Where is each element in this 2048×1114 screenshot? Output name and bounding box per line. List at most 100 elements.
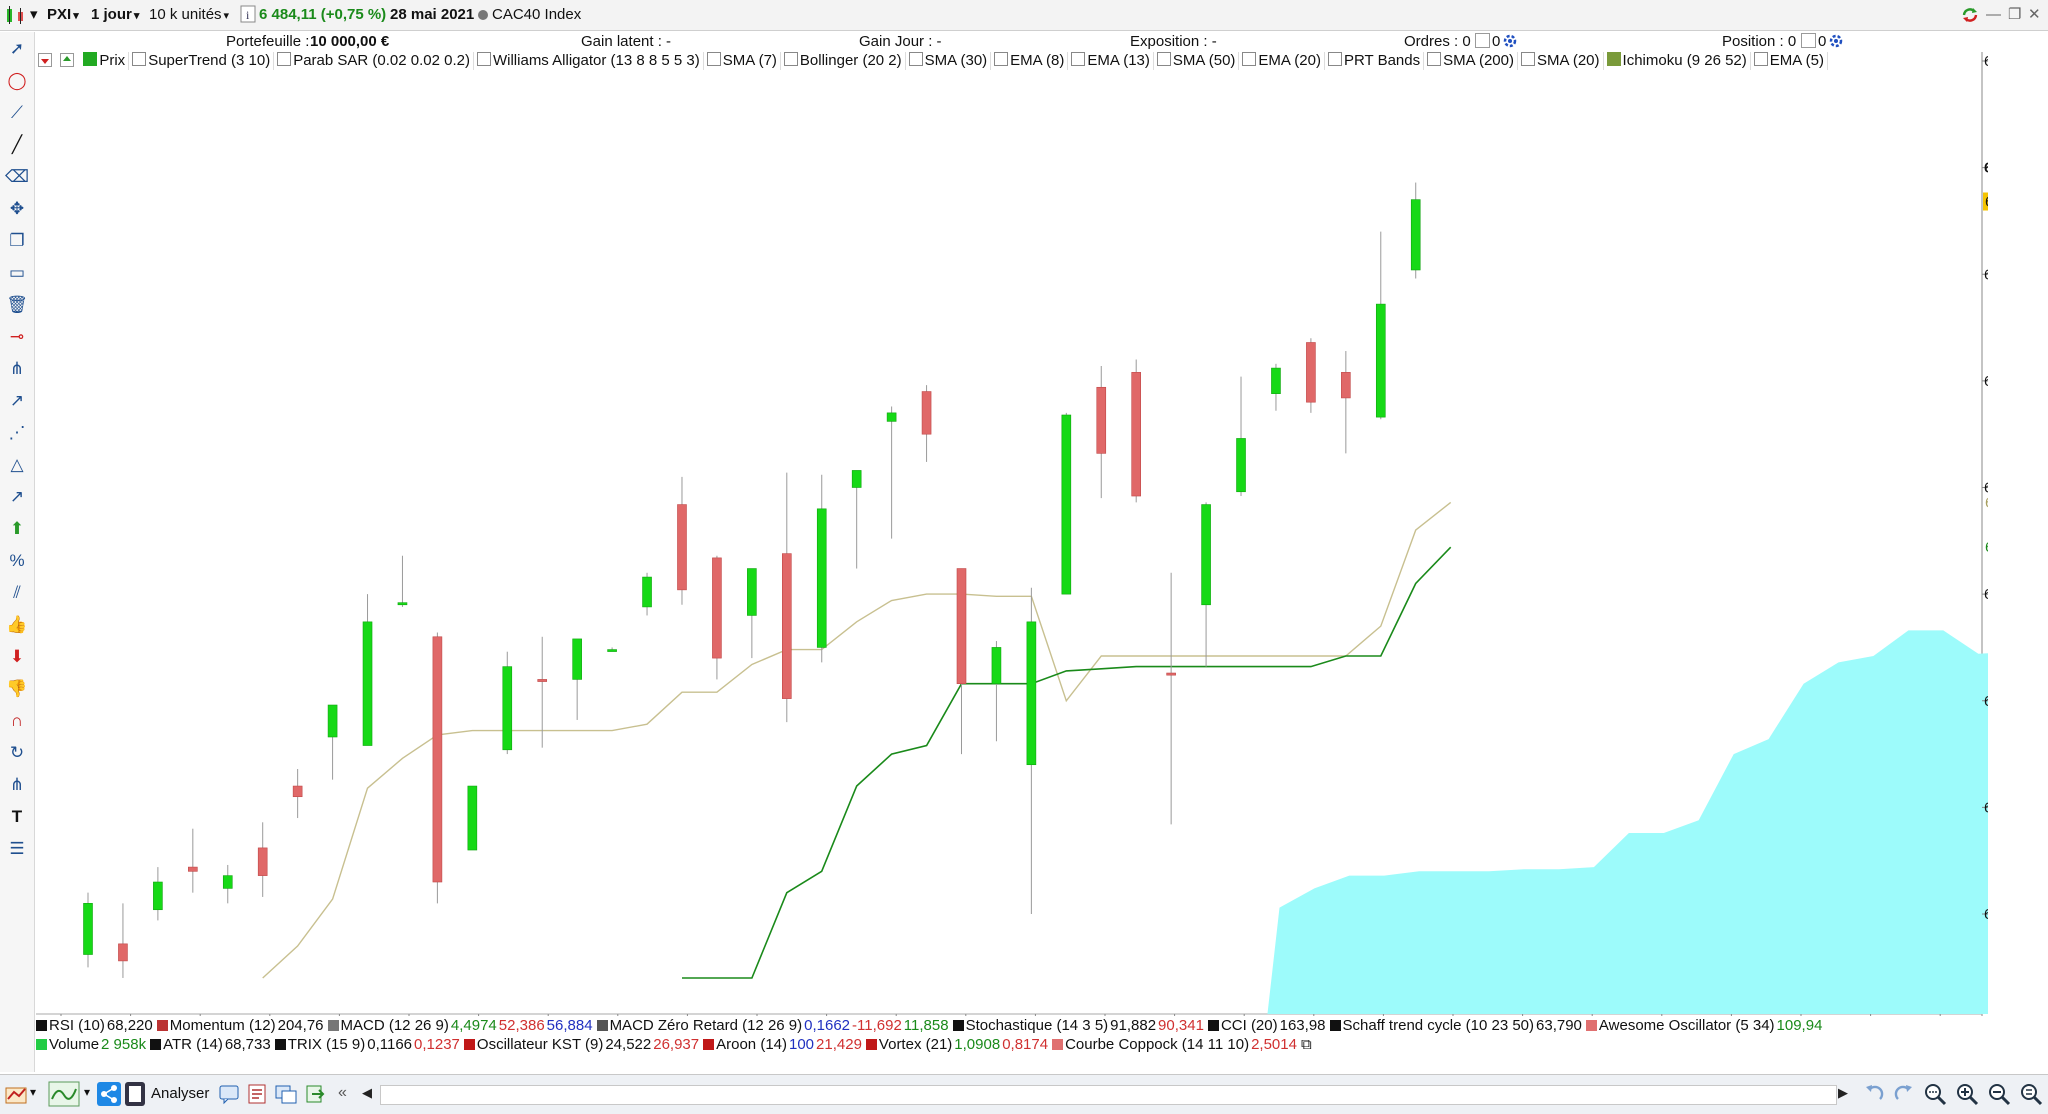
zoom-window-icon[interactable]: [1922, 1081, 1948, 1111]
oscillator-item[interactable]: Volume 2 958k: [36, 1036, 146, 1053]
oscillator-item[interactable]: Aroon (14) 100 21,429: [703, 1036, 862, 1053]
horizontal-scrollbar[interactable]: [380, 1085, 1837, 1105]
indicator-toggle[interactable]: SMA (20): [1518, 52, 1604, 70]
arrow-icon[interactable]: ↗: [9, 391, 25, 410]
fan-icon[interactable]: ⋰: [8, 423, 26, 442]
indicator-toggle[interactable]: EMA (8): [991, 52, 1069, 70]
oscillator-item[interactable]: TRIX (15 9) 0,1166 0,1237: [274, 1036, 460, 1053]
indicator-toggle[interactable]: Parab SAR (0.02 0.02 0.2): [274, 52, 474, 70]
candle-body[interactable]: [1166, 672, 1176, 676]
indicator-toggle[interactable]: Ichimoku (9 26 52): [1604, 52, 1751, 70]
ellipse-icon[interactable]: ◯: [7, 71, 27, 90]
orders-book-icon[interactable]: [246, 1083, 268, 1109]
refresh-icon[interactable]: [1960, 5, 1980, 25]
candle-body[interactable]: [327, 704, 338, 738]
zoom-out-icon[interactable]: [1986, 1081, 2012, 1111]
chart-type-icon[interactable]: [4, 4, 28, 24]
indicator-toggle[interactable]: EMA (13): [1068, 52, 1154, 70]
indicator-toggle[interactable]: SMA (50): [1154, 52, 1240, 70]
indicator-checkbox-icon[interactable]: [83, 52, 98, 66]
scroll-left-icon[interactable]: ◀: [362, 1085, 372, 1100]
undo-icon[interactable]: [1862, 1081, 1886, 1109]
candle-body[interactable]: [921, 391, 932, 435]
candle-body[interactable]: [502, 666, 513, 751]
oscillator-item[interactable]: MACD (12 26 9) 4,4974 52,386 56,884: [327, 1017, 593, 1034]
candle-body[interactable]: [851, 470, 862, 488]
eraser-icon[interactable]: ⌫: [5, 167, 30, 186]
oscillator-item[interactable]: Momentum (12) 204,76: [156, 1017, 324, 1034]
candle-body[interactable]: [432, 636, 443, 883]
chart-type-dropdown-icon[interactable]: ▾: [30, 6, 38, 23]
oscillator-item[interactable]: MACD Zéro Retard (12 26 9) 0,1662 -11,692 1…: [596, 1017, 949, 1034]
candle-body[interactable]: [222, 875, 233, 889]
indicator-checkbox-icon[interactable]: [1327, 52, 1342, 66]
indicator-toggle[interactable]: SMA (30): [906, 52, 992, 70]
candle-body[interactable]: [712, 557, 722, 659]
candle-body[interactable]: [886, 412, 897, 422]
oscillator-item[interactable]: Awesome Oscillator (5 34) 109,94: [1585, 1017, 1822, 1034]
indicator-toggle[interactable]: PRT Bands: [1325, 52, 1425, 70]
percent-icon[interactable]: %: [9, 551, 25, 570]
indicator-checkbox-icon[interactable]: [908, 52, 923, 66]
move-icon[interactable]: ✥: [9, 199, 25, 218]
analyser-label[interactable]: Analyser: [151, 1085, 210, 1102]
position-checkbox-icon[interactable]: [1798, 33, 1816, 50]
analyser-icon[interactable]: [124, 1081, 146, 1111]
candle-body[interactable]: [1201, 504, 1211, 606]
screener-dropdown-icon[interactable]: ▾: [30, 1085, 37, 1099]
candle-body[interactable]: [677, 504, 687, 591]
indicator-checkbox-icon[interactable]: [1753, 52, 1768, 66]
candle-body[interactable]: [153, 881, 163, 911]
redo-icon[interactable]: [1892, 1081, 1916, 1109]
candle-body[interactable]: [1131, 372, 1141, 497]
indicator-checkbox-icon[interactable]: [277, 52, 292, 66]
oscillator-item[interactable]: Stochastique (14 3 5) 91,882 90,341: [952, 1017, 1204, 1034]
windows-icon[interactable]: [274, 1083, 298, 1109]
list-f-icon[interactable]: ☰: [9, 839, 25, 858]
position-settings-icon[interactable]: [1828, 33, 1844, 53]
price-chart[interactable]: 6 550 6 500 6 450 6 400 6 350 6 300 6 250 6 200…: [36, 52, 1988, 1016]
indicator-toggle[interactable]: EMA (5): [1751, 52, 1828, 70]
candle-body[interactable]: [1410, 199, 1421, 271]
indicator-toggle[interactable]: SuperTrend (3 10): [129, 52, 275, 70]
magnet-icon[interactable]: ∩: [10, 711, 24, 730]
candle-body[interactable]: [1341, 372, 1351, 399]
candle-body[interactable]: [1061, 414, 1072, 595]
indicator-checkbox-icon[interactable]: [1071, 52, 1086, 66]
candle-body[interactable]: [747, 568, 757, 616]
pointer-icon[interactable]: ➚: [9, 39, 25, 58]
oscillator-item[interactable]: Schaff trend cycle (10 23 50) 63,790: [1329, 1017, 1582, 1034]
candle-body[interactable]: [397, 602, 408, 606]
candle-body[interactable]: [362, 621, 373, 746]
horizontal-line-icon[interactable]: ⊸: [9, 327, 25, 346]
orders-settings-icon[interactable]: [1502, 33, 1518, 53]
candle-body[interactable]: [467, 785, 478, 851]
pitchfork-icon[interactable]: ⋔: [9, 775, 25, 794]
up-arrow-icon[interactable]: ⬆: [9, 519, 25, 538]
candle-body[interactable]: [1375, 303, 1386, 418]
orders-checkbox-icon[interactable]: [1472, 33, 1490, 50]
oscillator-item[interactable]: Oscillateur KST (9) 24,522 26,937: [463, 1036, 699, 1053]
export-icon[interactable]: [304, 1083, 326, 1109]
down-arrow-icon[interactable]: ⬇: [9, 647, 25, 666]
restore-icon[interactable]: ❐: [2008, 6, 2022, 23]
indicator-checkbox-icon[interactable]: [994, 52, 1009, 66]
thumb-up-icon[interactable]: 👍: [6, 615, 28, 634]
indicator-checkbox-icon[interactable]: [706, 52, 721, 66]
candle-body[interactable]: [1236, 438, 1246, 493]
symbol-selector[interactable]: PXI: [44, 5, 82, 25]
indicator-checkbox-icon[interactable]: [1521, 52, 1535, 66]
show-indicator-icon[interactable]: [58, 52, 76, 70]
candle-body[interactable]: [188, 866, 198, 872]
indicator-checkbox-icon[interactable]: [1427, 52, 1442, 66]
candle-body[interactable]: [991, 647, 1002, 684]
channel-icon[interactable]: ⫽: [13, 583, 21, 602]
fibonacci-icon[interactable]: ⋔: [9, 359, 25, 378]
indicator-add-icon[interactable]: [48, 1081, 80, 1111]
candle-body[interactable]: [642, 576, 652, 608]
indicator-checkbox-icon[interactable]: [132, 52, 147, 66]
info-icon[interactable]: i: [240, 5, 256, 25]
candle-body[interactable]: [816, 508, 827, 648]
indicator-checkbox-icon[interactable]: [476, 52, 491, 66]
candle-body[interactable]: [257, 847, 268, 876]
